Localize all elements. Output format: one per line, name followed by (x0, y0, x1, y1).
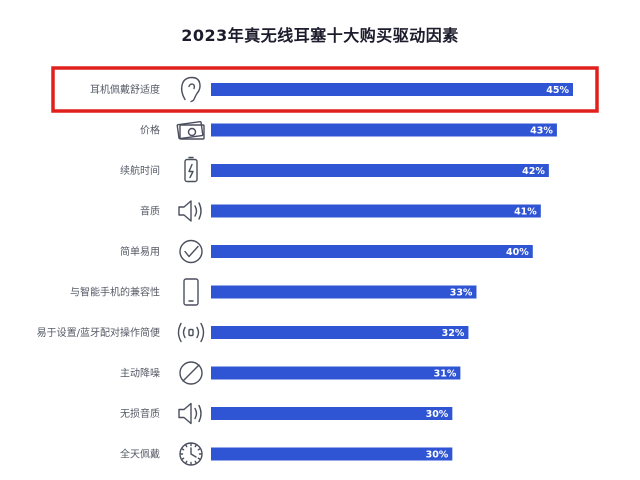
bar (211, 83, 573, 96)
chart-title: 2023年真无线耳塞十大购买驱动因素 (181, 26, 459, 45)
bar (211, 164, 549, 177)
value-label: 33% (450, 288, 473, 299)
highlight-box (51, 66, 599, 113)
chart-row: 无损音质 30% (120, 402, 453, 425)
chart-row: 价格 43% (140, 120, 557, 140)
ear-icon (180, 76, 201, 103)
category-label: 与智能手机的兼容性 (70, 286, 160, 299)
money-icon (176, 120, 205, 140)
category-label: 价格 (140, 124, 160, 137)
bar (211, 285, 477, 299)
value-label: 31% (434, 369, 457, 380)
bar (211, 447, 453, 461)
value-label: 40% (506, 247, 529, 258)
wireless-pairing-icon (177, 322, 205, 343)
bar (211, 326, 469, 339)
category-label: 易于设置/蓝牙配对操作简便 (37, 326, 160, 339)
battery-icon (184, 156, 198, 183)
speaker-icon (178, 200, 202, 222)
category-label: 简单易用 (120, 245, 160, 258)
chart-row: 简单易用 40% (120, 239, 533, 264)
value-label: 30% (426, 450, 449, 461)
category-label: 续航时间 (120, 164, 160, 177)
clock-icon (179, 442, 203, 466)
category-label: 主动降噪 (120, 367, 160, 380)
category-label: 耳机佩戴舒适度 (90, 83, 160, 96)
bar (211, 123, 557, 137)
value-label: 30% (426, 409, 449, 420)
bar (211, 245, 533, 258)
value-label: 42% (522, 166, 545, 177)
chart-row: 耳机佩戴舒适度 45% (90, 76, 573, 103)
category-label: 无损音质 (120, 407, 160, 420)
value-label: 32% (442, 328, 465, 339)
smartphone-icon (183, 278, 199, 306)
chart-row: 续航时间 42% (120, 156, 549, 183)
chart-row: 与智能手机的兼容性 33% (70, 278, 477, 306)
bar (211, 407, 453, 420)
value-label: 45% (546, 85, 569, 96)
value-label: 43% (530, 126, 553, 137)
chart-rows: 耳机佩戴舒适度 45% 价格 43% 续航时间 42% 音质 41% 简单易用 40% 与智能手机的… (37, 76, 573, 466)
bar (211, 204, 541, 218)
chart-row: 全天佩戴 30% (120, 442, 453, 466)
noise-cancel-icon (179, 361, 203, 385)
speaker-icon (178, 402, 202, 425)
chart-row: 音质 41% (140, 200, 541, 222)
category-label: 音质 (140, 205, 160, 218)
category-label: 全天佩戴 (120, 448, 160, 461)
checkmark-icon (179, 239, 203, 264)
value-label: 41% (514, 207, 537, 218)
chart-row: 易于设置/蓝牙配对操作简便 32% (37, 322, 469, 343)
bar (211, 366, 461, 380)
chart-row: 主动降噪 31% (120, 361, 461, 385)
